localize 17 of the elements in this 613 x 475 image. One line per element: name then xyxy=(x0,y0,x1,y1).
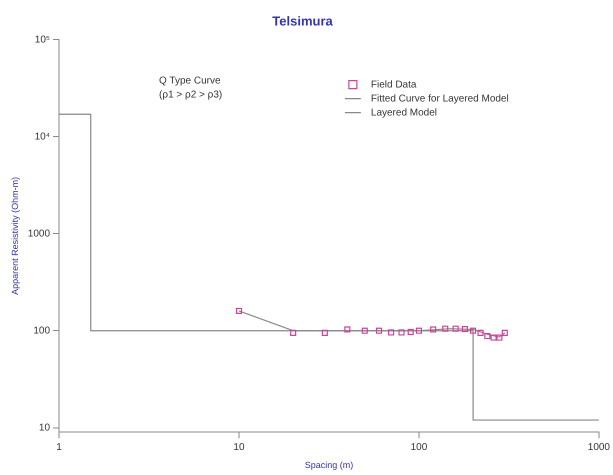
legend-label: Field Data xyxy=(370,79,417,90)
y-tick-label: 10 xyxy=(38,422,50,434)
x-tick-label: 10 xyxy=(233,442,245,453)
legend-label: Fitted Curve for Layered Model xyxy=(370,93,509,104)
y-tick-label: 1000 xyxy=(28,228,50,240)
annotation: Q Type Curve xyxy=(159,75,221,86)
y-axis-title: Apparent Resistivity (Ohm-m) xyxy=(10,176,20,295)
x-tick-label: 100 xyxy=(410,442,428,453)
x-tick-label: 1000 xyxy=(588,442,610,453)
annotation: (ρ1 > ρ2 > ρ3) xyxy=(159,89,222,100)
x-tick-label: 1 xyxy=(56,442,62,453)
y-tick-label: 10⁴ xyxy=(34,131,50,142)
x-axis-title: Spacing (m) xyxy=(304,460,354,470)
y-tick-label: 100 xyxy=(33,325,50,336)
legend-label: Layered Model xyxy=(370,107,438,118)
chart-title: Telsimura xyxy=(272,13,334,28)
y-tick-label: 10⁵ xyxy=(34,34,50,46)
